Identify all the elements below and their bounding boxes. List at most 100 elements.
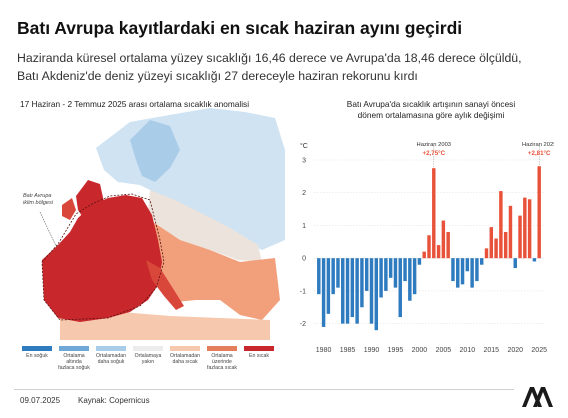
bar <box>427 235 431 259</box>
bar <box>508 205 513 259</box>
x-tick-label: 2020 <box>507 347 523 354</box>
legend-swatch <box>133 346 163 351</box>
map-annotation-line2: iklim bölgesi <box>23 199 53 206</box>
bar <box>336 258 340 288</box>
map-annotation-line <box>39 211 57 247</box>
bar <box>384 258 388 291</box>
annotation-label: Haziran 2003 <box>417 142 451 148</box>
legend-label: En sıcak <box>249 353 269 359</box>
subtitle-line-1: Haziranda küresel ortalama yüzey sıcaklı… <box>17 51 522 65</box>
bar <box>412 258 417 295</box>
legend-label: altında <box>66 359 82 365</box>
y-tick-label: 3 <box>302 158 306 165</box>
y-tick-label: -2 <box>300 321 306 328</box>
footer-divider <box>14 389 514 390</box>
bar <box>403 258 407 282</box>
annotation-value: +2,75°C <box>422 150 445 157</box>
legend-label: fazlaca soğuk <box>58 365 90 371</box>
bar <box>527 199 532 259</box>
aa-logo-icon <box>522 387 553 407</box>
bar <box>326 258 331 314</box>
bar <box>446 232 450 259</box>
x-tick-label: 2005 <box>436 347 452 354</box>
legend-label: fazlaca sıcak <box>207 365 237 371</box>
bar <box>489 227 494 259</box>
bar <box>532 258 537 262</box>
bar <box>369 258 374 324</box>
chart-title-line2: dönem ortalamasına göre aylık değişimi <box>357 110 505 120</box>
bar <box>499 191 503 259</box>
annotation-label: Haziran 2025 <box>522 142 554 148</box>
legend-label: üzerinde <box>212 359 232 365</box>
footer-date: 09.07.2025 <box>20 396 61 405</box>
bar <box>422 251 426 259</box>
bar <box>355 258 359 324</box>
bar <box>398 258 402 318</box>
bar <box>523 197 527 259</box>
bar <box>494 238 498 259</box>
bar <box>460 258 465 285</box>
legend-label: Ortalama <box>63 353 85 359</box>
bar <box>393 258 398 288</box>
x-tick-label: 2015 <box>484 347 500 354</box>
x-tick-label: 2010 <box>460 347 476 354</box>
bar <box>451 258 455 282</box>
bar <box>364 258 369 291</box>
subtitle-line-2: Batı Akdeniz'de deniz yüzeyi sıcaklığı 2… <box>17 69 418 83</box>
legend-item: Ortalama altında fazlaca soğuk <box>57 346 91 371</box>
bar <box>537 166 541 259</box>
bar <box>518 215 522 259</box>
annotation-value: +2,81°C <box>528 150 551 157</box>
bar <box>331 258 335 295</box>
legend-label: yakın <box>141 359 155 365</box>
legend-item: En sıcak <box>242 346 276 359</box>
map-hot-region <box>42 195 162 322</box>
bar <box>513 258 517 268</box>
legend-item: Ortalamaya yakın <box>131 346 165 365</box>
bar <box>360 258 364 308</box>
legend-label: En soğuk <box>26 353 48 359</box>
bar <box>388 258 393 278</box>
footer-source: Kaynak: Copernicus <box>78 396 150 405</box>
legend-swatch <box>207 346 237 351</box>
legend-label: daha sıcak <box>172 359 198 365</box>
map-neutral-band <box>148 190 262 262</box>
map-cold-scandinavia <box>130 120 180 182</box>
legend-item: En soğuk <box>20 346 54 359</box>
legend-label: Ortalamadan <box>170 353 200 359</box>
legend-swatch <box>170 346 200 351</box>
bar <box>417 258 422 265</box>
x-tick-label: 1985 <box>340 347 356 354</box>
legend-label: Ortalamaya <box>134 353 162 359</box>
map-warm-north-africa <box>60 312 270 340</box>
bar <box>341 258 345 324</box>
bar <box>475 258 479 282</box>
x-tick-label: 2025 <box>531 347 547 354</box>
map-italy <box>146 260 184 310</box>
y-axis-unit: °C <box>300 142 308 150</box>
legend-label: daha soğuk <box>97 359 125 365</box>
bar <box>350 258 355 318</box>
map-legend: En soğuk Ortalama altında fazlaca soğuk Orta… <box>20 346 278 376</box>
bar <box>408 258 412 301</box>
map-warm-region <box>148 220 280 320</box>
bar <box>436 245 441 259</box>
legend-swatch <box>96 346 126 351</box>
bar <box>470 258 474 288</box>
bar <box>374 258 379 331</box>
bar <box>503 232 508 259</box>
x-tick-label: 1980 <box>316 347 332 354</box>
bar <box>379 258 383 298</box>
y-tick-label: -1 <box>300 288 306 295</box>
x-tick-label: 2000 <box>412 347 428 354</box>
legend-item: Ortalamadan daha soğuk <box>94 346 128 365</box>
map-region-boundary <box>41 193 165 321</box>
legend-item: Ortalamadan daha sıcak <box>168 346 202 365</box>
y-tick-label: 2 <box>302 190 306 197</box>
y-tick-label: 1 <box>302 223 306 230</box>
legend-swatch <box>22 346 52 351</box>
map-britain <box>76 180 104 222</box>
map-annotation: Batı Avrupa iklim bölgesi <box>23 193 53 206</box>
bar <box>317 258 321 295</box>
